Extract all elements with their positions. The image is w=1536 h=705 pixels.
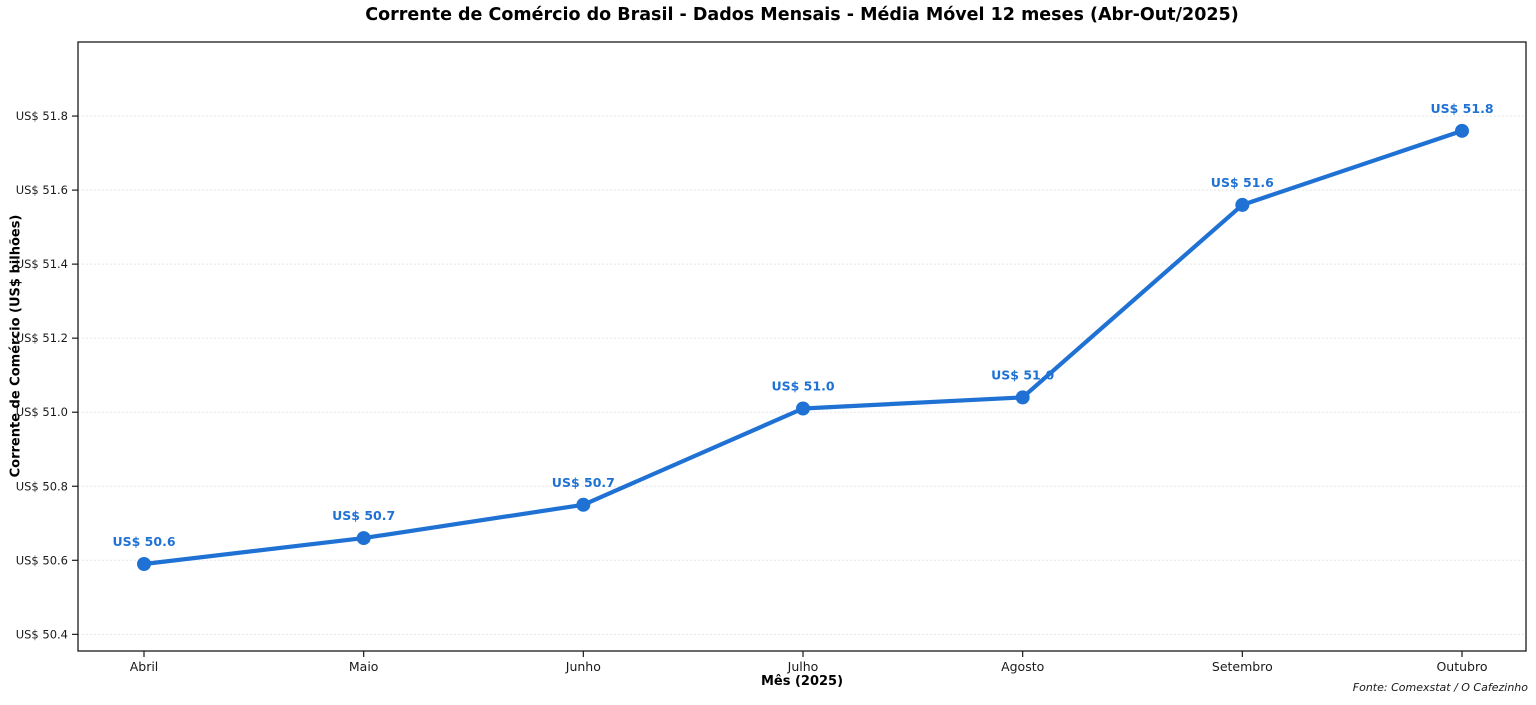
y-tick-label: US$ 50.6: [16, 553, 68, 567]
data-point-marker: [576, 497, 591, 512]
data-point-label: US$ 50.6: [112, 534, 175, 549]
data-point-label: US$ 51.0: [991, 367, 1054, 382]
data-point-marker: [1455, 123, 1469, 138]
source-note: Fonte: Comexstat / O Cafezinho: [1352, 681, 1528, 694]
data-point-marker: [137, 557, 151, 571]
y-tick-label: US$ 51.8: [16, 109, 68, 123]
x-tick-label: Abril: [130, 659, 159, 674]
x-tick-label: Setembro: [1212, 659, 1273, 674]
y-tick-label: US$ 50.4: [16, 627, 68, 641]
x-tick-label: Junho: [565, 659, 601, 674]
data-point-label: US$ 51.6: [1211, 175, 1274, 190]
data-point-marker: [1015, 390, 1030, 405]
y-tick-label: US$ 51.2: [16, 331, 68, 345]
x-axis-title: Mês (2025): [760, 674, 844, 689]
y-tick-label: US$ 51.4: [16, 257, 68, 271]
chart-title: Corrente de Comércio do Brasil - Dados M…: [365, 5, 1239, 25]
data-point-label: US$ 50.7: [332, 508, 395, 523]
y-tick-label: US$ 51.6: [16, 183, 68, 197]
x-tick-label: Agosto: [1001, 659, 1044, 674]
trend-line: [141, 128, 1465, 567]
plot-border: [77, 41, 1527, 652]
data-point-marker: [796, 401, 810, 416]
data-point-label: US$ 50.7: [552, 475, 615, 490]
data-point-label: US$ 51.8: [1430, 101, 1493, 116]
x-tick-label: Outubro: [1436, 659, 1487, 674]
x-tick-label: Julho: [787, 659, 819, 674]
data-point-marker: [356, 531, 371, 546]
x-tick-label: Maio: [349, 659, 379, 674]
data-point-label: US$ 51.0: [771, 379, 834, 394]
y-tick-label: US$ 51.0: [16, 405, 68, 419]
data-point-marker: [1235, 197, 1250, 212]
y-tick-label: US$ 50.8: [16, 479, 68, 493]
